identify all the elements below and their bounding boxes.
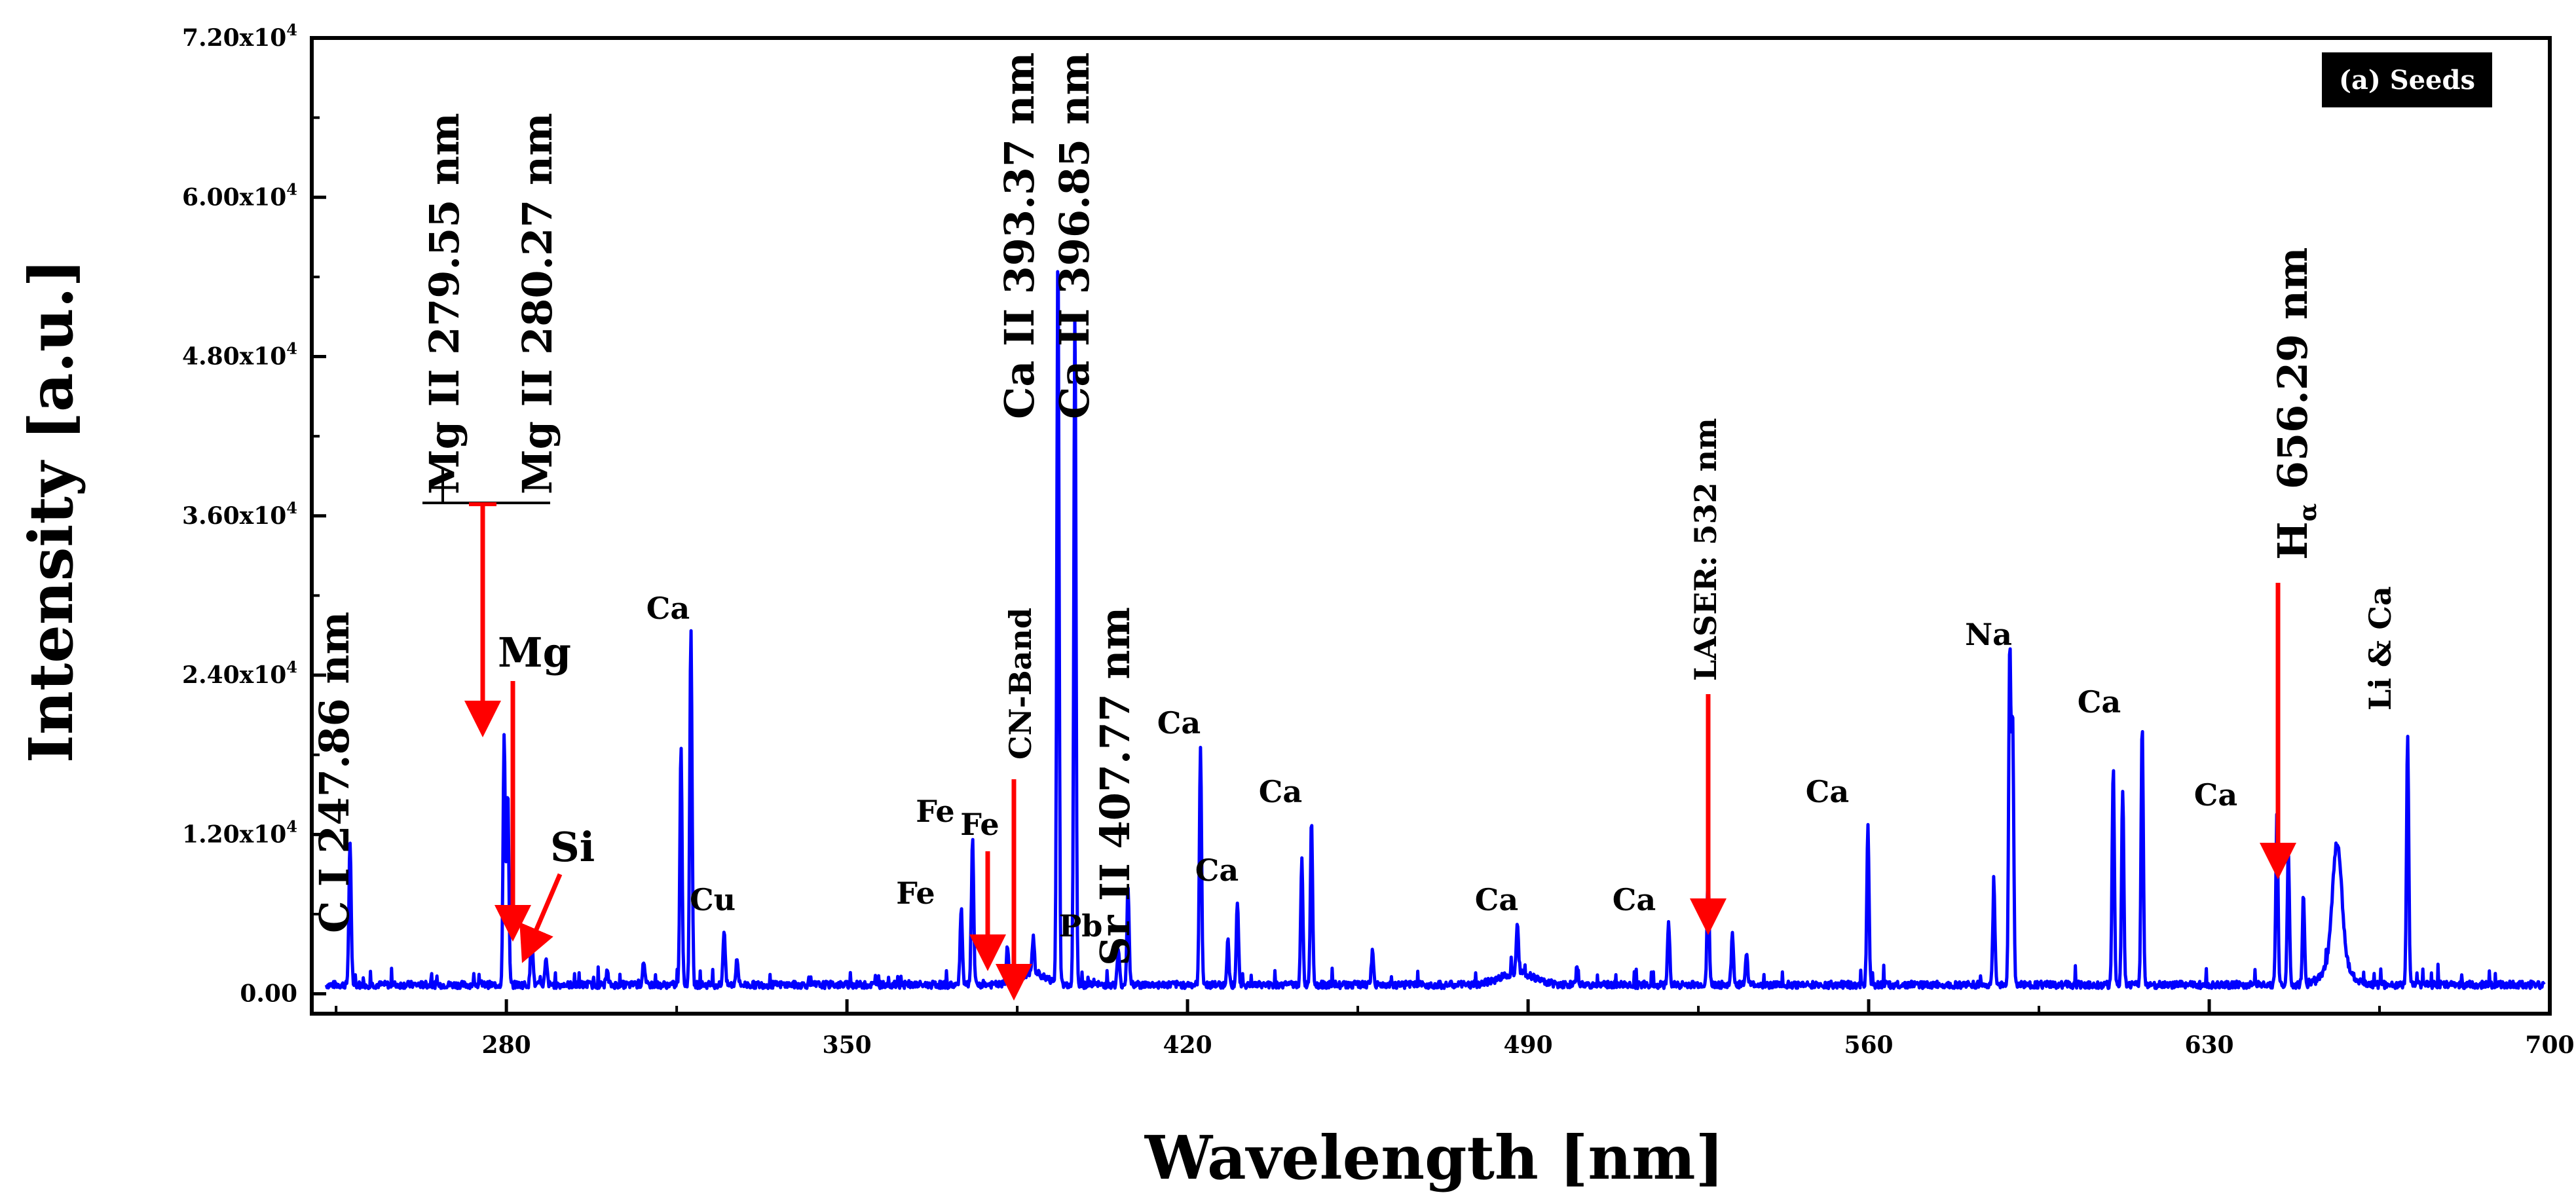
si-arrow [519, 873, 563, 963]
ca-393-label: Ca II 393.37 nm [996, 52, 1043, 419]
x-tick-label: 350 [823, 1031, 872, 1059]
fe-375-label: Fe [916, 794, 954, 829]
fe-383-label: Fe [960, 807, 999, 842]
li-ca-label: Li & Ca [2362, 586, 2398, 710]
ca-518-label: Ca [1613, 882, 1656, 917]
plot-frame [310, 36, 2552, 1016]
legend-label: (a) Seeds [2339, 65, 2475, 96]
h-alpha-label: Hα 656.29 nm [2269, 248, 2322, 560]
y-tick-label: 3.60x104 [182, 498, 297, 530]
ca-317-label: Ca [646, 591, 690, 626]
pb-label: Pb [1059, 908, 1103, 944]
mg-label: Mg [498, 629, 571, 676]
ca-445-label: Ca [1259, 774, 1302, 809]
axes: 0.00 1.20x104 2.40x104 3.60x104 4.80x104 6.00… [182, 20, 2575, 1059]
ca-430-label: Ca [1195, 853, 1239, 888]
ca-559-label: Ca [1806, 774, 1849, 809]
x-tick-label: 490 [1503, 1031, 1552, 1059]
na-label: Na [1965, 617, 2012, 652]
carbon-label: C I 247.86 nm [310, 612, 358, 933]
plot-area [324, 270, 2546, 990]
x-tick-label: 420 [1163, 1031, 1212, 1059]
y-tick-label: 0.00 [240, 980, 297, 1008]
ca-422-label: Ca [1157, 705, 1201, 741]
mg-279-label: Mg II 279.55 nm [420, 113, 468, 494]
x-tick-label: 700 [2525, 1031, 2574, 1059]
spectrum-line [324, 270, 2546, 990]
sr-label: Sr II 407.77 nm [1091, 607, 1139, 966]
y-tick-label: 1.20x104 [182, 817, 297, 848]
x-tick-label: 280 [482, 1031, 531, 1059]
ca-616-label: Ca [2078, 684, 2121, 720]
y-tick-label: 7.20x104 [182, 20, 297, 52]
ca-643-label: Ca [2194, 777, 2237, 813]
cn-band-label: CN-Band [1003, 608, 1038, 760]
x-tick-label: 560 [1844, 1031, 1893, 1059]
cu-label: Cu [690, 882, 736, 917]
ca-396-label: Ca II 396.85 nm [1051, 52, 1098, 419]
ca-487-label: Ca [1475, 882, 1518, 917]
laser-label: LASER: 532 nm [1688, 418, 1723, 681]
x-tick-label: 630 [2184, 1031, 2233, 1059]
y-tick-label: 6.00x104 [182, 179, 297, 211]
y-axis-title: Intensity [a.u.] [16, 259, 86, 763]
x-axis-title: Wavelength [nm] [1144, 1122, 1724, 1193]
mg-280-label: Mg II 280.27 nm [513, 113, 561, 494]
fe-373-label: Fe [896, 876, 935, 911]
annotations: Mg II 279.55 nm Mg II 280.27 nm Ca II 393.… [310, 52, 2398, 1001]
y-tick-label: 4.80x104 [182, 339, 297, 371]
legend-box [2322, 52, 2492, 107]
si-label: Si [550, 823, 595, 871]
y-tick-label: 2.40x104 [182, 657, 297, 689]
